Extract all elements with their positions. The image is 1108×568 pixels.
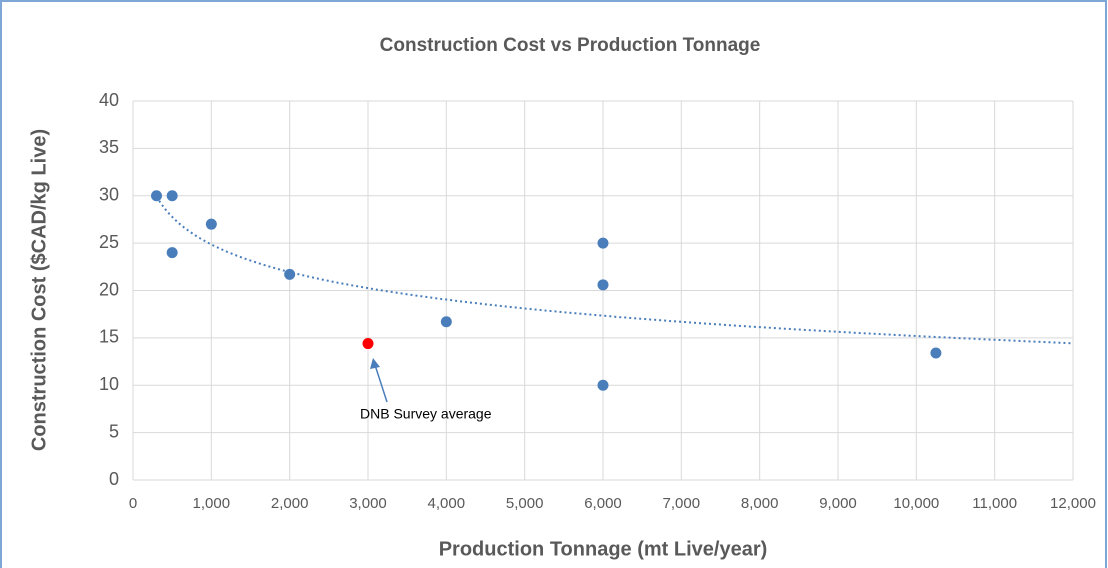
annotation-arrowhead	[370, 358, 380, 369]
y-tick-label: 15	[99, 327, 119, 347]
point	[151, 190, 162, 202]
y-tick-label: 20	[99, 279, 119, 299]
point	[362, 338, 374, 350]
y-tick-label: 5	[109, 421, 119, 441]
x-tick-label: 4,000	[428, 495, 466, 512]
annotation: DNB Survey average	[360, 406, 492, 422]
x-tick-label: 0	[129, 495, 137, 512]
x-axis-label: Production Tonnage (mt Live/year)	[439, 538, 768, 560]
x-tick-label: 2,000	[271, 495, 309, 512]
point	[166, 247, 178, 259]
y-tick-label: 25	[99, 232, 119, 252]
x-tick-label: 11,000	[972, 495, 1017, 512]
x-tick-label: 8,000	[741, 495, 779, 512]
plot-area	[151, 190, 1074, 391]
y-axis-label: Construction Cost ($CAD/kg Live)	[28, 129, 50, 451]
x-tick-label: 5,000	[506, 495, 544, 512]
point	[166, 190, 178, 202]
x-tick-label: 7,000	[663, 495, 701, 512]
trendline	[155, 196, 1074, 345]
point	[597, 237, 609, 249]
point	[930, 347, 942, 359]
x-tick-label: 1,000	[193, 495, 231, 512]
point	[597, 279, 609, 291]
x-tick-label: 10,000	[893, 495, 939, 512]
x-tick-label: 6,000	[584, 495, 622, 512]
x-tick-label: 12,000	[1050, 495, 1096, 512]
chart-title: Construction Cost vs Production Tonnage	[380, 35, 761, 56]
point	[284, 268, 296, 280]
annotation-arrow	[374, 364, 388, 403]
point	[597, 379, 609, 391]
x-tick-label: 3,000	[349, 495, 387, 512]
y-tick-label: 40	[99, 90, 119, 110]
y-tick-label: 10	[99, 374, 119, 394]
y-tick-label: 0	[109, 469, 119, 489]
x-tick-label: 9,000	[819, 495, 857, 512]
point	[440, 316, 452, 328]
point	[205, 218, 217, 230]
y-tick-label: 30	[99, 185, 119, 205]
grid: 0 5 10 15 20 25 30 35 40 0 1,000 2,000 3,000 4,000 5,0…	[99, 90, 1096, 512]
y-tick-label: 35	[99, 137, 119, 157]
